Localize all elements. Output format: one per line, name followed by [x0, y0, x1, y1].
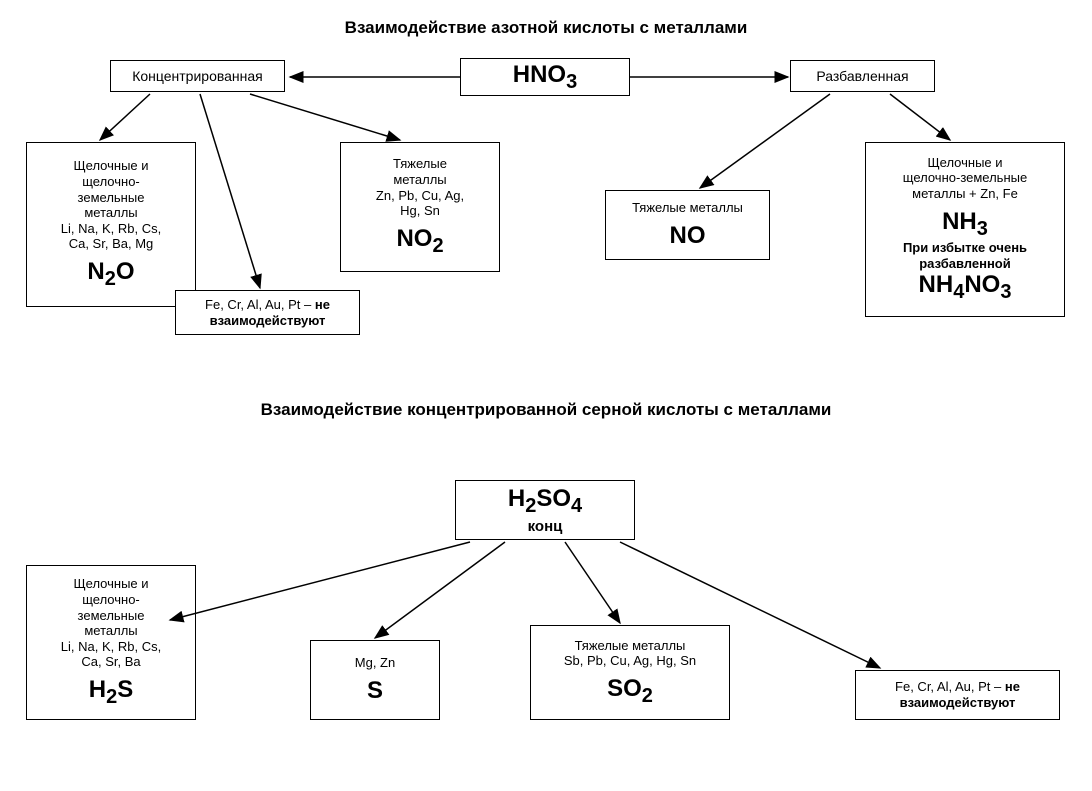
box-so2: Тяжелые металлыSb, Pb, Cu, Ag, Hg, Sn SO2 [530, 625, 730, 720]
box-noninteract2: Fe, Cr, Al, Au, Pt – невзаимодействуют [855, 670, 1060, 720]
box-n2o: Щелочные ищелочно-земельныеметаллыLi, Na… [26, 142, 196, 307]
box-line: При избытке очень [903, 240, 1027, 256]
formula: NH4NO3 [919, 271, 1012, 304]
h2so4-formula: H2SO4 [508, 485, 582, 518]
box-line: Ca, Sr, Ba [81, 654, 140, 670]
box-line: земельные [78, 608, 145, 624]
diluted-box: Разбавленная [790, 60, 935, 92]
box-line: Fe, Cr, Al, Au, Pt – не [205, 297, 330, 313]
box-line: Тяжелые металлы [632, 200, 743, 216]
box-line: земельные [78, 190, 145, 206]
box-line: Ca, Sr, Ba, Mg [69, 236, 154, 252]
hno3-formula: HNO3 [513, 61, 577, 94]
box-nh3: Щелочные ищелочно-земельныеметаллы + Zn,… [865, 142, 1065, 317]
box-h2s: Щелочные ищелочно-земельныеметаллыLi, Na… [26, 565, 196, 720]
hno3-center-box: HNO3 [460, 58, 630, 96]
diluted-label: Разбавленная [816, 68, 908, 84]
formula: SO2 [607, 675, 653, 708]
box-line: щелочно-земельные [903, 170, 1027, 186]
formula: NH3 [942, 208, 988, 241]
box-line: Тяжелые [393, 156, 447, 172]
h2so4-sub-label: конц [528, 518, 563, 535]
box-line: металлы [393, 172, 446, 188]
box-noninteract1: Fe, Cr, Al, Au, Pt – невзаимодействуют [175, 290, 360, 335]
box-no2: ТяжелыеметаллыZn, Pb, Cu, Ag,Hg, Sn NO2 [340, 142, 500, 272]
box-line: Mg, Zn [355, 655, 395, 671]
box-line: Hg, Sn [400, 203, 440, 219]
box-line: Li, Na, K, Rb, Cs, [61, 221, 161, 237]
box-no: Тяжелые металлы NO [605, 190, 770, 260]
concentrated-label: Концентрированная [132, 68, 263, 84]
box-line: металлы [84, 205, 137, 221]
box-line: металлы [84, 623, 137, 639]
formula: N2O [87, 258, 134, 291]
formula: NO [670, 222, 706, 250]
concentrated-box: Концентрированная [110, 60, 285, 92]
diagram1-title: Взаимодействие азотной кислоты с металла… [0, 18, 1092, 38]
box-line: взаимодействуют [210, 313, 326, 329]
box-s: Mg, Zn S [310, 640, 440, 720]
box-line: металлы + Zn, Fe [912, 186, 1018, 202]
box-line: Sb, Pb, Cu, Ag, Hg, Sn [564, 653, 696, 669]
box-line: взаимодействуют [900, 695, 1016, 711]
box-line: разбавленной [919, 256, 1011, 272]
box-line: Щелочные и [73, 576, 148, 592]
box-line: Fe, Cr, Al, Au, Pt – не [895, 679, 1020, 695]
formula: H2S [89, 676, 133, 709]
box-line: Li, Na, K, Rb, Cs, [61, 639, 161, 655]
box-line: щелочно- [82, 592, 140, 608]
box-line: Тяжелые металлы [575, 638, 686, 654]
box-line: Щелочные и [73, 158, 148, 174]
diagram2-title: Взаимодействие концентрированной серной … [0, 400, 1092, 420]
box-line: Zn, Pb, Cu, Ag, [376, 188, 464, 204]
formula: S [367, 677, 383, 705]
formula: NO2 [396, 225, 443, 258]
box-line: Щелочные и [927, 155, 1002, 171]
h2so4-center-box: H2SO4 конц [455, 480, 635, 540]
box-line: щелочно- [82, 174, 140, 190]
